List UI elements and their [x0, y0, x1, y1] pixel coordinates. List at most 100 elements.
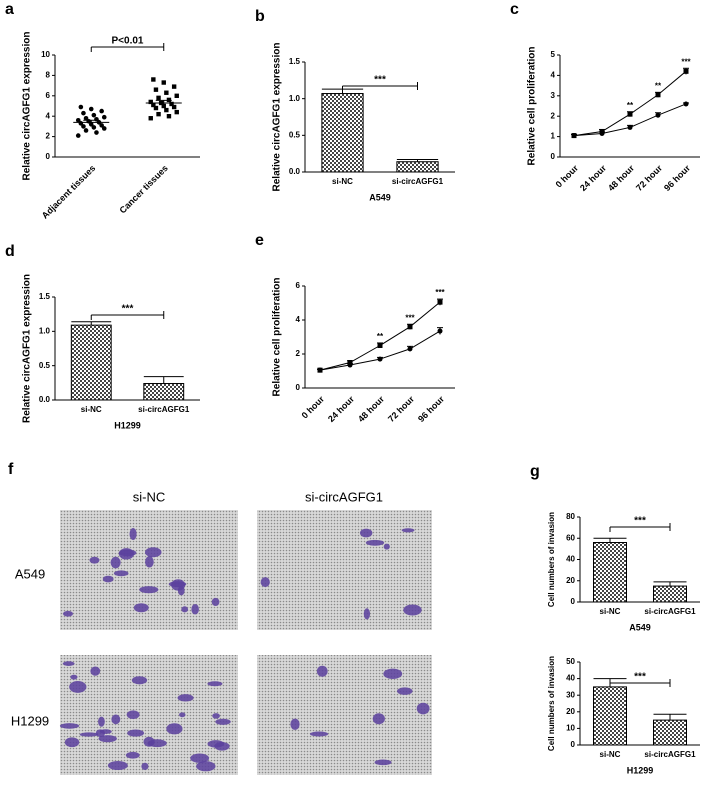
panel-letter: g: [530, 463, 540, 480]
annotation: P<0.01: [112, 36, 144, 47]
point: [78, 104, 84, 110]
y-tick-label: 4: [46, 111, 51, 120]
micrograph: [60, 510, 238, 630]
y-axis-label: Relative circAGFG1 expression: [22, 274, 33, 423]
x-tick-label: 48 hour: [356, 394, 386, 424]
marker: [655, 92, 661, 98]
cell-blob: [129, 527, 137, 540]
x-tick-label: 24 hour: [326, 394, 356, 424]
cell-blob: [365, 539, 385, 546]
point: [153, 105, 159, 111]
y-tick-label: 50: [566, 657, 575, 666]
point: [75, 133, 81, 138]
cell-blob: [383, 543, 390, 550]
cell-blob: [207, 681, 223, 687]
y-tick-label: 3: [551, 91, 556, 100]
marker: [437, 299, 443, 305]
x-tick-label: 72 hour: [634, 163, 664, 193]
marker: [655, 112, 661, 118]
cell-blob: [260, 577, 270, 588]
cell-blob: [215, 718, 231, 725]
point: [101, 114, 107, 120]
annotation: ***: [122, 304, 134, 315]
significance: **: [377, 332, 384, 341]
x-tick-label: si-circAGFG1: [644, 750, 696, 759]
cell-blob: [179, 712, 186, 718]
y-tick-label: 2: [46, 132, 51, 141]
bar: [70, 324, 112, 401]
bar: [593, 542, 627, 603]
marker: [571, 133, 577, 139]
y-tick-label: 1.5: [289, 57, 301, 66]
point: [148, 116, 153, 121]
cell-blob: [211, 597, 220, 607]
x-tick-label: si-NC: [600, 607, 621, 616]
x-tick-label: si-circAGFG1: [392, 177, 444, 186]
x-axis-label: A549: [369, 192, 391, 202]
point: [166, 97, 172, 103]
x-tick-label: Adjacent tissues: [40, 163, 98, 221]
y-tick-label: 1.5: [39, 292, 51, 301]
y-tick-label: 8: [46, 71, 51, 80]
cell-blob: [290, 718, 300, 730]
cell-blob: [214, 742, 230, 751]
annotation: ***: [634, 516, 646, 527]
x-axis-label: A549: [629, 622, 651, 632]
y-tick-label: 0.5: [39, 361, 51, 370]
cell-blob: [89, 556, 100, 564]
point: [151, 77, 156, 82]
cell-blob: [113, 570, 129, 577]
panel-letter: c: [510, 1, 519, 18]
x-tick-label: 0 hour: [300, 394, 327, 421]
marker: [627, 124, 633, 130]
significance: ***: [405, 313, 415, 322]
cell-blob: [118, 548, 135, 560]
point: [171, 84, 177, 89]
point: [81, 110, 86, 116]
point: [94, 130, 99, 135]
y-axis-label: Cell numbers of invasion: [547, 512, 556, 607]
x-tick-label: 72 hour: [386, 394, 416, 424]
cell-blob: [145, 556, 154, 568]
x-tick-label: si-NC: [332, 177, 353, 186]
y-axis-label: Relative cell proliferation: [527, 47, 538, 166]
cell-blob: [416, 702, 430, 715]
x-tick-label: si-circAGFG1: [644, 607, 696, 616]
marker: [347, 360, 353, 365]
point: [91, 112, 97, 118]
marker: [317, 367, 323, 373]
y-tick-label: 0.0: [39, 395, 51, 404]
point: [174, 93, 179, 98]
cell-blob: [372, 713, 385, 725]
y-tick-label: 0: [571, 740, 576, 749]
cell-blob: [98, 716, 105, 727]
cell-blob: [143, 736, 155, 747]
y-tick-label: 4: [551, 71, 556, 80]
micrograph: [257, 655, 432, 775]
significance: ***: [435, 288, 445, 297]
cell-blob: [190, 753, 210, 763]
x-axis-label: H1299: [114, 420, 141, 430]
y-tick-label: 6: [46, 91, 51, 100]
point: [164, 107, 169, 113]
cell-blob: [177, 694, 194, 702]
cell-blob: [144, 547, 162, 558]
point: [151, 102, 156, 108]
bar: [396, 161, 439, 173]
marker: [407, 346, 413, 352]
cell-blob: [111, 714, 121, 725]
panel-letter: e: [255, 232, 264, 249]
significance: **: [627, 101, 634, 110]
panel-letter: d: [5, 243, 15, 260]
point: [83, 115, 89, 121]
point: [164, 90, 169, 95]
y-tick-label: 1: [551, 132, 556, 141]
cell-blob: [90, 666, 101, 676]
y-tick-label: 40: [566, 555, 575, 564]
cell-blob: [363, 608, 371, 620]
y-axis-label: Cell numbers of invasion: [547, 656, 556, 751]
point: [171, 104, 177, 110]
point: [153, 87, 159, 92]
marker: [437, 328, 443, 334]
cell-blob: [396, 687, 413, 695]
